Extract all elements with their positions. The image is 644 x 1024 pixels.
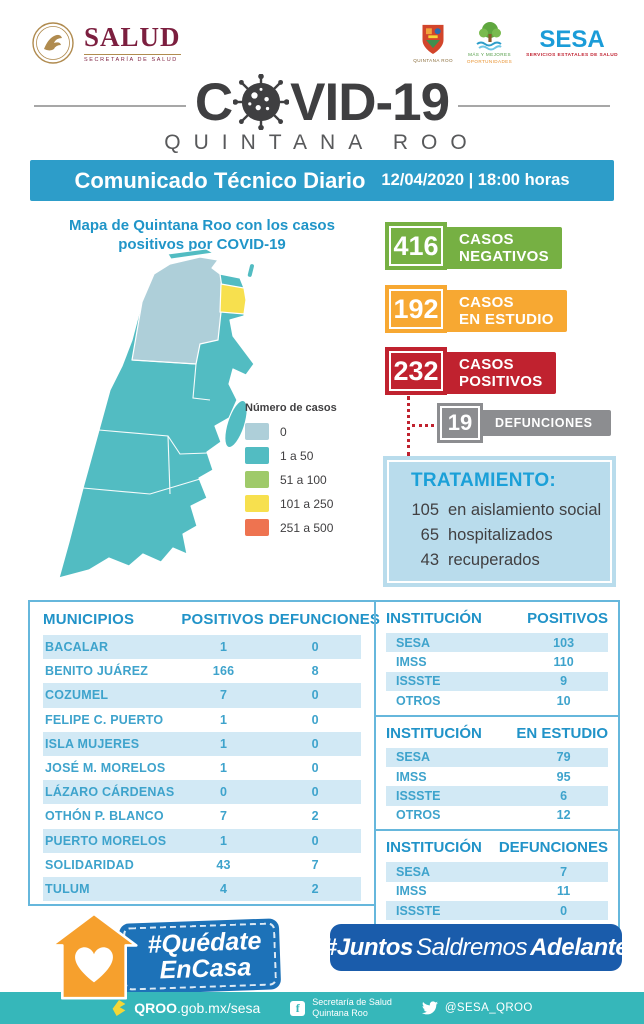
page-subtitle: QUINTANA ROO: [164, 131, 480, 154]
daily-report-banner: Comunicado Técnico Diario 12/04/2020 | 1…: [30, 160, 614, 201]
legend-swatch-3: [245, 495, 269, 512]
treatment-box: TRATAMIENTO: 105 en aislamiento social 6…: [383, 456, 616, 587]
covid-title-block: C: [0, 74, 644, 155]
table-row: TULUM 4 2: [43, 876, 361, 902]
positive-cases-label: CASOS POSITIVOS: [443, 352, 556, 394]
table-row: IMSS 11: [396, 884, 571, 899]
treatment-row: 105 en aislamiento social: [411, 501, 602, 519]
institution-positives-table: INSTITUCIÓN POSITIVOS SESA 103 IMSS 110 IS…: [374, 600, 620, 717]
oportunidades-caption-2: OPORTUNIDADES: [466, 59, 513, 64]
municipios-table-header: MUNICIPIOS POSITIVOS DEFUNCIONES: [43, 611, 381, 628]
table-row: OTROS 10: [396, 693, 571, 708]
juntos-saldremos-banner: #Juntos Saldremos Adelante: [324, 924, 629, 971]
legend-item: 251 a 500: [245, 519, 370, 536]
table-row: ISSSTE 9: [386, 671, 608, 692]
header-logos: SALUD SECRETARÍA DE SALUD QUINTANA ROO: [30, 14, 618, 72]
treatment-row: 43 recuperados: [420, 550, 540, 569]
legend-item: 1 a 50: [245, 447, 370, 464]
quedate-tag: #Quédate EnCasa: [118, 917, 282, 995]
facebook-link[interactable]: f Secretaría de Salud Quintana Roo: [290, 997, 392, 1019]
table-row: SESA 103: [386, 633, 608, 653]
treatment-title: TRATAMIENTO:: [411, 470, 557, 491]
title-rule-left: [34, 105, 186, 107]
table-row: JOSÉ M. MORELOS 1 0: [45, 761, 319, 776]
sesa-logo: SESA SERVICIOS ESTATALES DE SALUD: [526, 25, 618, 59]
table-row: IMSS 95: [396, 769, 571, 784]
quintana-roo-gov-logo: QUINTANA ROO: [413, 23, 453, 64]
negative-cases-count: 416: [385, 222, 447, 270]
title-rule-right: [458, 105, 610, 107]
deaths-badge: 19 DEFUNCIONES: [437, 403, 611, 443]
under-study-cases-count: 192: [385, 285, 447, 333]
table-row: SOLIDARIDAD 43 7: [45, 857, 319, 872]
treatment-row: 65 hospitalizados: [420, 525, 553, 544]
oportunidades-caption-1: MÁS Y MEJORES: [468, 52, 511, 58]
deaths-connector-line: [407, 396, 410, 456]
table-row: IMSS 110: [396, 655, 574, 670]
oportunidades-logo: MÁS Y MEJORES OPORTUNIDADES: [467, 21, 512, 64]
data-tables: MUNICIPIOS POSITIVOS DEFUNCIONES BACALAR…: [28, 600, 620, 946]
house-heart-icon: [50, 912, 138, 1000]
institution-under-study-table: INSTITUCIÓN EN ESTUDIO SESA 79 IMSS 95 ISS…: [374, 714, 620, 832]
salud-logo: SALUD SECRETARÍA DE SALUD: [30, 20, 181, 66]
table-row: ISSSTE 6: [386, 786, 608, 806]
table-row: SESA 7: [386, 862, 608, 882]
tree-icon: [475, 22, 502, 51]
salud-eagle-icon: [32, 22, 74, 64]
municipios-table: MUNICIPIOS POSITIVOS DEFUNCIONES BACALAR…: [28, 600, 381, 906]
under-study-cases-badge: 192 CASOS EN ESTUDIO: [385, 285, 567, 333]
negative-cases-badge: 416 CASOS NEGATIVOS: [385, 222, 562, 270]
table-row: ISSSTE 0: [386, 900, 608, 921]
legend-swatch-4: [245, 519, 269, 536]
legend-item: 0: [245, 423, 370, 440]
quedate-en-casa-banner: #Quédate EnCasa: [50, 910, 282, 1002]
table-row: LÁZARO CÁRDENAS 0 0: [43, 780, 361, 805]
salud-title: SALUD: [84, 21, 181, 52]
table-row: BENITO JUÁREZ 166 8: [45, 664, 319, 679]
deaths-connector-line: [412, 424, 434, 427]
table-row: SESA 79: [386, 747, 608, 767]
deaths-count: 19: [437, 403, 483, 443]
table-row: COZUMEL 7 0: [43, 683, 361, 708]
page-title: C: [194, 72, 450, 132]
banner-title: Comunicado Técnico Diario: [74, 167, 366, 193]
twitter-link[interactable]: @SESA_QROO: [421, 1001, 533, 1015]
positive-cases-badge: 232 CASOS POSITIVOS: [385, 347, 556, 395]
legend-swatch-1: [245, 447, 269, 464]
sesa-subtitle: SERVICIOS ESTATALES DE SALUD: [526, 52, 618, 58]
map-legend: Número de casos 0 1 a 50 51 a 100 101 a …: [245, 402, 370, 543]
table-row: BACALAR 1 0: [43, 635, 361, 660]
deaths-label: DEFUNCIONES: [479, 410, 611, 436]
positive-cases-count: 232: [385, 347, 447, 395]
twitter-icon: [421, 1001, 438, 1015]
under-study-cases-label: CASOS EN ESTUDIO: [443, 290, 567, 332]
table-row: OTHÓN P. BLANCO 7 2: [45, 809, 319, 824]
table-row: ISLA MUJERES 1 0: [43, 731, 361, 756]
legend-item: 51 a 100: [245, 471, 370, 488]
website-link[interactable]: QROO.gob.mx/sesa: [111, 999, 260, 1017]
table-row: FELIPE C. PUERTO 1 0: [45, 712, 319, 727]
quintana-roo-map: [58, 248, 255, 579]
legend-title: Número de casos: [245, 402, 337, 414]
map-title: Mapa de Quintana Roo con los casos posit…: [69, 217, 335, 253]
negative-cases-label: CASOS NEGATIVOS: [443, 227, 562, 269]
quintana-roo-crest-icon: [422, 24, 444, 54]
coronavirus-icon: [233, 74, 290, 130]
sesa-title: SESA: [539, 25, 605, 53]
salud-subtitle: SECRETARÍA DE SALUD: [84, 53, 181, 63]
table-row: PUERTO MORELOS 1 0: [43, 828, 361, 853]
table-row: OTROS 12: [396, 808, 571, 823]
legend-swatch-2: [245, 471, 269, 488]
quintana-roo-gov-caption: QUINTANA ROO: [413, 57, 453, 63]
banner-datetime: 12/04/2020 | 18:00 horas: [381, 171, 570, 189]
qroo-logo-icon: [112, 1000, 126, 1016]
legend-item: 101 a 250: [245, 495, 370, 512]
legend-swatch-0: [245, 423, 269, 440]
facebook-icon: f: [290, 1000, 306, 1016]
